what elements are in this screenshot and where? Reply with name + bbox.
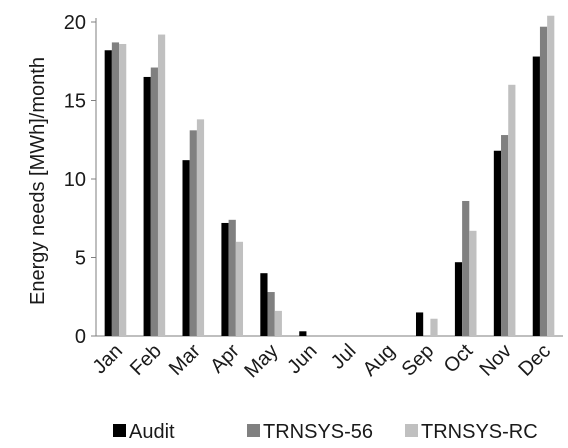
bar-trnsys-rc-feb: [157, 34, 166, 337]
bar-audit-apr: [221, 222, 229, 336]
x-tick-label: Jun: [283, 340, 321, 378]
y-tick-label: 5: [75, 248, 86, 270]
bar-trnsys-rc-may: [274, 310, 282, 336]
legend: Audit TRNSYS-56 TRNSYS-RC: [113, 421, 538, 443]
bar-audit-feb: [143, 76, 151, 336]
bar-audit-oct: [454, 262, 463, 336]
x-tick-label: Apr: [206, 340, 244, 378]
x-tick-label: May: [240, 340, 282, 382]
x-tick-label: Feb: [126, 340, 166, 380]
x-tick-label: Mar: [165, 340, 205, 380]
bar-trnsys-56-nov: [501, 135, 509, 336]
bar-trnsys-56-may: [267, 292, 275, 336]
legend-swatch-trnsys-rc: [405, 424, 418, 437]
bar-audit-sep: [415, 312, 424, 336]
x-tick-label: Dec: [514, 340, 555, 381]
legend-label: TRNSYS-RC: [421, 421, 538, 443]
bar-trnsys-rc-dec: [547, 15, 555, 336]
bar-trnsys-rc-apr: [235, 241, 244, 336]
x-tick-label: Jan: [89, 340, 127, 378]
bar-trnsys-rc-nov: [508, 84, 516, 336]
bars: [104, 15, 555, 337]
bar-trnsys-56-mar: [189, 130, 197, 336]
legend-swatch-audit: [113, 424, 126, 437]
bar-audit-jun: [299, 331, 307, 336]
y-tick-label: 20: [64, 12, 86, 34]
bar-trnsys-rc-sep: [430, 318, 438, 336]
bar-audit-dec: [532, 56, 540, 336]
x-tick-label: Aug: [359, 340, 400, 381]
x-tick-label: Oct: [440, 340, 478, 378]
bar-trnsys-rc-mar: [196, 119, 205, 336]
bar-trnsys-56-feb: [150, 67, 158, 336]
x-tick-label: Jul: [327, 340, 361, 374]
legend-swatch-trnsys-56: [247, 424, 260, 437]
bar-trnsys-56-apr: [228, 219, 236, 336]
bar-audit-mar: [182, 160, 190, 336]
bar-audit-jan: [104, 50, 112, 336]
legend-label: Audit: [129, 421, 175, 443]
x-tick-label: Sep: [398, 340, 439, 381]
bar-trnsys-56-dec: [539, 26, 548, 337]
x-tick-label: Nov: [475, 340, 516, 381]
bar-trnsys-56-oct: [462, 200, 470, 336]
bar-audit-nov: [493, 150, 502, 336]
legend-label: TRNSYS-56: [263, 421, 373, 443]
axes: [91, 18, 563, 337]
bar-trnsys-rc-oct: [469, 230, 477, 336]
y-axis-title: Energy needs [MWh]/month: [27, 57, 49, 305]
y-tick-label: 15: [64, 91, 86, 113]
bar-audit-may: [260, 273, 268, 336]
bar-trnsys-rc-jan: [119, 43, 127, 336]
y-tick-label: 0: [75, 326, 86, 348]
bar-trnsys-56-jan: [111, 42, 120, 336]
y-tick-label: 10: [64, 169, 86, 191]
